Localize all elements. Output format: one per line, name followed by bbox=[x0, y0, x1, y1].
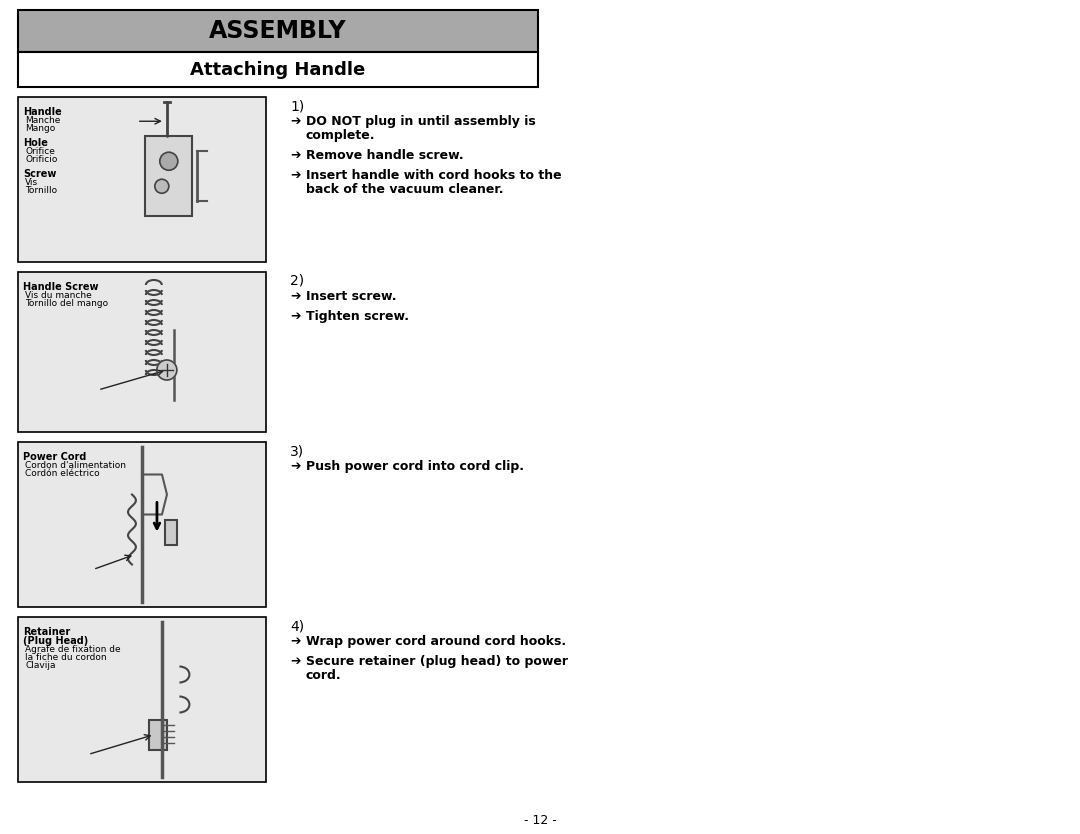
Bar bbox=[149, 720, 167, 750]
Bar bbox=[18, 10, 538, 52]
Bar bbox=[18, 617, 266, 782]
Text: Cordon d'alimentation: Cordon d'alimentation bbox=[25, 461, 126, 470]
Text: DO NOT plug in until assembly is: DO NOT plug in until assembly is bbox=[306, 115, 536, 128]
Text: Tornillo: Tornillo bbox=[25, 186, 57, 195]
Text: ➔: ➔ bbox=[291, 169, 300, 182]
Text: Vis: Vis bbox=[25, 178, 38, 187]
Text: 1): 1) bbox=[291, 99, 305, 113]
Text: Manche: Manche bbox=[25, 116, 60, 125]
Text: Handle: Handle bbox=[23, 107, 62, 117]
Text: la fiche du cordon: la fiche du cordon bbox=[25, 653, 107, 662]
Circle shape bbox=[157, 360, 177, 380]
Text: (Plug Head): (Plug Head) bbox=[23, 636, 89, 646]
Text: 4): 4) bbox=[291, 619, 305, 633]
Circle shape bbox=[160, 153, 178, 170]
Text: Insert handle with cord hooks to the: Insert handle with cord hooks to the bbox=[306, 169, 562, 182]
Text: ➔: ➔ bbox=[291, 115, 300, 128]
Text: cord.: cord. bbox=[306, 669, 341, 682]
Bar bbox=[145, 136, 192, 216]
Text: - 12 -: - 12 - bbox=[524, 813, 556, 826]
Text: Attaching Handle: Attaching Handle bbox=[190, 61, 366, 78]
Text: Tighten screw.: Tighten screw. bbox=[306, 310, 409, 323]
Text: ASSEMBLY: ASSEMBLY bbox=[210, 19, 347, 43]
Bar bbox=[18, 52, 538, 87]
Text: ➔: ➔ bbox=[291, 310, 300, 323]
Text: Agrafe de fixation de: Agrafe de fixation de bbox=[25, 645, 121, 654]
Text: Remove handle screw.: Remove handle screw. bbox=[306, 149, 463, 162]
Bar bbox=[18, 272, 266, 432]
Text: ➔: ➔ bbox=[291, 460, 300, 473]
Text: Retainer: Retainer bbox=[23, 627, 70, 637]
Text: Secure retainer (plug head) to power: Secure retainer (plug head) to power bbox=[306, 655, 568, 668]
Text: Mango: Mango bbox=[25, 124, 55, 133]
Text: Cordón eléctrico: Cordón eléctrico bbox=[25, 469, 99, 478]
Text: Push power cord into cord clip.: Push power cord into cord clip. bbox=[306, 460, 524, 473]
Text: Orificio: Orificio bbox=[25, 155, 57, 164]
Text: Wrap power cord around cord hooks.: Wrap power cord around cord hooks. bbox=[306, 635, 566, 648]
Text: Hole: Hole bbox=[23, 138, 48, 148]
Text: Handle Screw: Handle Screw bbox=[23, 282, 98, 292]
Text: ➔: ➔ bbox=[291, 655, 300, 668]
Text: Vis du manche: Vis du manche bbox=[25, 291, 92, 300]
Text: Clavija: Clavija bbox=[25, 661, 55, 670]
Text: complete.: complete. bbox=[306, 129, 376, 142]
Text: Tornillo del mango: Tornillo del mango bbox=[25, 299, 108, 308]
Text: Insert screw.: Insert screw. bbox=[306, 290, 396, 303]
Bar bbox=[18, 442, 266, 607]
Text: back of the vacuum cleaner.: back of the vacuum cleaner. bbox=[306, 183, 503, 196]
Text: Orifice: Orifice bbox=[25, 147, 55, 156]
Text: Screw: Screw bbox=[23, 169, 56, 179]
Text: 2): 2) bbox=[291, 274, 305, 288]
Circle shape bbox=[154, 179, 168, 193]
Bar bbox=[18, 97, 266, 262]
Text: ➔: ➔ bbox=[291, 149, 300, 162]
Text: ➔: ➔ bbox=[291, 635, 300, 648]
Bar bbox=[165, 520, 177, 545]
Text: 3): 3) bbox=[291, 444, 305, 458]
Text: Power Cord: Power Cord bbox=[23, 452, 86, 462]
Text: ➔: ➔ bbox=[291, 290, 300, 303]
